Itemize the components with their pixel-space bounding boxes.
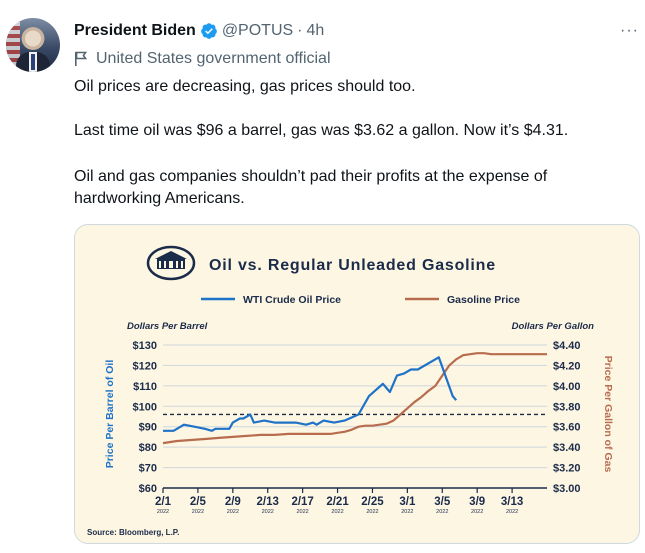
x-tick-label: 2/21 [326,496,349,508]
right-y-tick-label: $3.80 [553,401,581,413]
x-tick-label: 3/9 [469,496,485,508]
x-tick-label: 2/25 [361,496,384,508]
tweet-text-line-3: Oil and gas companies shouldn’t pad thei… [74,168,548,185]
chart-title: Oil vs. Regular Unleaded Gasoline [209,257,496,274]
avatar-tie [31,54,35,70]
legend-gas-label: Gasoline Price [447,294,520,306]
left-y-tick-label: $60 [139,483,157,495]
right-axis-title: Price Per Gallon of Gas [602,356,614,473]
author-name[interactable]: President Biden [74,22,196,39]
verified-badge-icon [200,23,217,39]
x-tick-year: 2022 [227,509,239,515]
avatar[interactable] [6,18,60,72]
more-options-button[interactable]: ··· [620,22,639,39]
separator-dot: · [297,22,303,39]
x-tick-label: 3/1 [399,496,416,508]
x-tick-label: 2/9 [225,496,241,508]
legend-oil-label: WTI Crude Oil Price [243,294,341,306]
right-y-tick-label: $3.20 [553,463,581,475]
left-y-tick-label: $90 [139,422,157,434]
affiliation-text: United States government official [96,50,331,67]
tweet-text-line-1: Oil prices are decreasing, gas prices sh… [74,78,416,95]
x-tick-label: 2/13 [257,496,279,508]
chart-source: Source: Bloomberg, L.P. [87,528,179,537]
x-tick-year: 2022 [157,509,169,515]
chart-grid [163,344,547,489]
x-tick-year: 2022 [471,509,483,515]
left-y-tick-label: $80 [139,442,157,454]
x-tick-year: 2022 [506,509,518,515]
chart-svg: Oil vs. Regular Unleaded Gasoline WTI Cr… [87,245,614,537]
tweet-header: President Biden @POTUS · 4h [74,22,324,40]
x-tick-year: 2022 [436,509,448,515]
right-y-tick-label: $4.20 [553,360,581,372]
right-y-tick-label: $3.40 [553,442,581,454]
x-tick-year: 2022 [401,509,413,515]
white-house-seal-icon [146,245,196,281]
x-tick-label: 3/13 [501,496,523,508]
x-tick-label: 2/1 [155,496,172,508]
oil-price-line [163,356,458,432]
chart-legend: WTI Crude Oil Price Gasoline Price [201,294,520,306]
tweet-timestamp[interactable]: 4h [306,22,325,39]
tweet-text-line-4: hardworking Americans. [74,190,245,207]
right-y-tick-label: $4.00 [553,381,581,393]
x-tick-year: 2022 [366,509,378,515]
left-y-ticks: $130 $120 $110 $100 $90 $80 $70 $60 [133,340,157,495]
x-tick-year: 2022 [262,509,274,515]
right-y-ticks: $4.40 $4.20 $4.00 $3.80 $3.60 $3.40 $3.20 $3.00 [553,340,581,495]
gasoline-price-line [162,352,547,445]
left-axis-unit: Dollars Per Barrel [127,321,208,332]
x-tick-label: 2/17 [291,496,313,508]
avatar-flag-backdrop [6,18,20,72]
tweet-text-line-2: Last time oil was $96 a barrel, gas was … [74,122,569,139]
x-tick-label: 3/5 [434,496,451,508]
chart-series [162,352,547,445]
left-y-tick-label: $110 [133,381,157,393]
affiliation-label: United States government official [74,50,331,68]
x-tick-year: 2022 [192,509,204,515]
left-y-tick-label: $120 [133,360,157,372]
x-tick-year: 2022 [297,509,309,515]
right-y-tick-label: $3.60 [553,422,581,434]
left-axis-title: Price Per Barrel of Oil [104,360,116,469]
x-tick-year: 2022 [331,509,343,515]
right-axis-unit: Dollars Per Gallon [512,321,595,332]
flag-icon [75,51,88,66]
right-y-tick-label: $3.00 [553,483,581,495]
right-y-tick-label: $4.40 [553,340,581,352]
x-tick-label: 2/5 [190,496,207,508]
tweet-media-chart[interactable]: Oil vs. Regular Unleaded Gasoline WTI Cr… [74,224,640,544]
left-y-tick-label: $70 [139,463,157,475]
left-y-tick-label: $100 [133,401,157,413]
author-handle[interactable]: @POTUS [221,22,294,39]
x-ticks: 2/120222/520222/920222/1320222/1720222/2… [155,488,523,515]
left-y-tick-label: $130 [133,340,157,352]
